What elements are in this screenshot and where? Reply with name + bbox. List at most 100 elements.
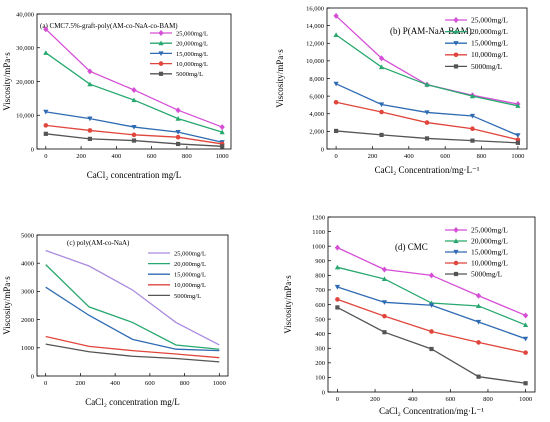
x-tick-label: 800 — [182, 153, 192, 160]
data-point — [333, 32, 339, 37]
legend-marker — [158, 71, 164, 76]
legend-marker — [453, 29, 459, 34]
legend-marker — [453, 238, 459, 244]
data-point — [382, 313, 387, 319]
data-point — [175, 116, 181, 121]
x-axis-label: CaCl₂ Concentration/mg·L⁻¹ — [379, 406, 484, 416]
x-tick-label: 600 — [445, 396, 455, 403]
data-point — [424, 120, 430, 125]
legend-marker — [453, 271, 459, 277]
data-point — [424, 110, 430, 116]
data-point — [43, 123, 49, 128]
y-tick-label: 8,000 — [309, 76, 324, 83]
x-tick-label: 800 — [483, 396, 493, 403]
chart-panel-2: 0 200 400 600 800 1000 0 1000 2000 3000 4000 5000 Ca… — [2, 232, 229, 407]
data-point — [523, 350, 528, 355]
data-point — [131, 132, 137, 138]
legend-marker — [158, 30, 164, 36]
legend-label: 15,000mg/L — [174, 272, 206, 279]
y-axis-label: Viscosity/mPa·s — [2, 52, 12, 111]
x-tick-label: 0 — [336, 396, 339, 403]
data-point — [470, 126, 475, 132]
data-point — [87, 136, 93, 141]
data-point — [429, 346, 434, 352]
data-point — [424, 82, 430, 87]
data-point — [475, 303, 482, 309]
legend-marker — [453, 41, 459, 46]
data-point — [469, 93, 476, 99]
series-line-0 — [45, 249, 220, 346]
legend-label: 20,000mg/L — [471, 27, 508, 36]
x-tick-label: 400 — [404, 153, 414, 160]
data-point — [522, 312, 529, 319]
x-tick-label: 200 — [370, 396, 380, 403]
data-point — [334, 264, 341, 270]
data-point — [475, 292, 482, 299]
x-tick-label: 600 — [440, 153, 450, 160]
data-point — [382, 330, 387, 335]
legend-label: 25,000mg/L — [471, 15, 508, 24]
data-point — [43, 26, 49, 33]
x-tick-label: 800 — [180, 380, 190, 387]
legend-marker — [453, 227, 459, 233]
y-tick-label: 10,000 — [16, 113, 34, 120]
x-tick-label: 0 — [334, 153, 337, 160]
series-line-4 — [337, 306, 526, 384]
data-point — [43, 131, 48, 136]
x-tick-label: 0 — [44, 380, 47, 387]
x-axis-label: CaCl₂ Concentration/mg·L⁻¹ — [375, 165, 480, 175]
y-tick-label: 1000 — [312, 243, 325, 250]
y-tick-label: 1200 — [312, 214, 325, 221]
x-tick-label: 1000 — [216, 153, 229, 160]
y-tick-label: 400 — [315, 331, 325, 338]
data-point — [219, 129, 225, 135]
y-tick-label: 900 — [315, 258, 325, 265]
data-point — [523, 381, 528, 386]
chart-panel-3: 0 200 400 600 800 1000 0 100 200 300 400 500 600 700 8… — [283, 214, 536, 416]
y-tick-label: 0 — [321, 146, 324, 153]
y-tick-label: 200 — [315, 360, 325, 367]
legend-label: 10,000mg/L — [471, 50, 508, 59]
legend-label: 25,000mg/L — [174, 250, 206, 257]
data-point — [335, 305, 340, 310]
legend-label: 5000mg/L — [471, 269, 503, 278]
y-tick-label: 0 — [322, 389, 325, 396]
chart-panel-0: 0 200 400 600 800 1000 0 10,000 20,000 30,000 40,0… — [2, 11, 232, 180]
y-tick-label: 600 — [315, 302, 325, 309]
y-tick-label: 16,000 — [306, 5, 324, 12]
y-tick-label: 14,000 — [306, 23, 324, 30]
data-point — [87, 68, 93, 75]
plot-frame — [36, 234, 229, 377]
data-point — [87, 116, 93, 122]
data-point — [131, 86, 137, 93]
legend-marker — [453, 260, 459, 266]
x-tick-label: 200 — [76, 153, 86, 160]
data-point — [335, 297, 340, 302]
y-tick-label: 700 — [315, 287, 325, 294]
x-tick-label: 1000 — [511, 153, 524, 160]
data-point — [476, 340, 481, 345]
y-axis-label: Viscosity/mPa·s — [283, 275, 293, 334]
x-tick-label: 400 — [111, 153, 121, 160]
y-axis-label: Viscosity/mPa·s — [2, 276, 12, 335]
panel-title: (a) CMC7.5%-graft-poly(AM-co-NaA-co-BAM) — [40, 22, 178, 30]
panel-title: (b) P(AM-NaA-BAM) — [390, 26, 472, 36]
x-tick-label: 800 — [477, 153, 487, 160]
y-tick-label: 800 — [315, 273, 325, 280]
y-tick-label: 100 — [315, 375, 325, 382]
legend-label: 10,000mg/L — [471, 258, 508, 267]
y-tick-label: 2000 — [21, 317, 34, 324]
legend-label: 15,000mg/L — [471, 247, 508, 256]
data-point — [333, 81, 339, 87]
y-tick-label: 10,000 — [306, 58, 324, 65]
y-tick-label: 4,000 — [309, 111, 324, 118]
series-line-1 — [45, 264, 220, 350]
data-point — [378, 64, 385, 70]
x-axis-label: CaCl₂ concentration mg/L — [87, 170, 182, 180]
data-point — [333, 128, 339, 134]
series-line-2 — [45, 286, 220, 352]
y-tick-label: 5000 — [21, 232, 34, 239]
legend-label: 5000mg/L — [471, 62, 503, 71]
data-point — [515, 103, 521, 108]
panel-title: (c) poly(AM-co-NaA) — [67, 239, 130, 247]
